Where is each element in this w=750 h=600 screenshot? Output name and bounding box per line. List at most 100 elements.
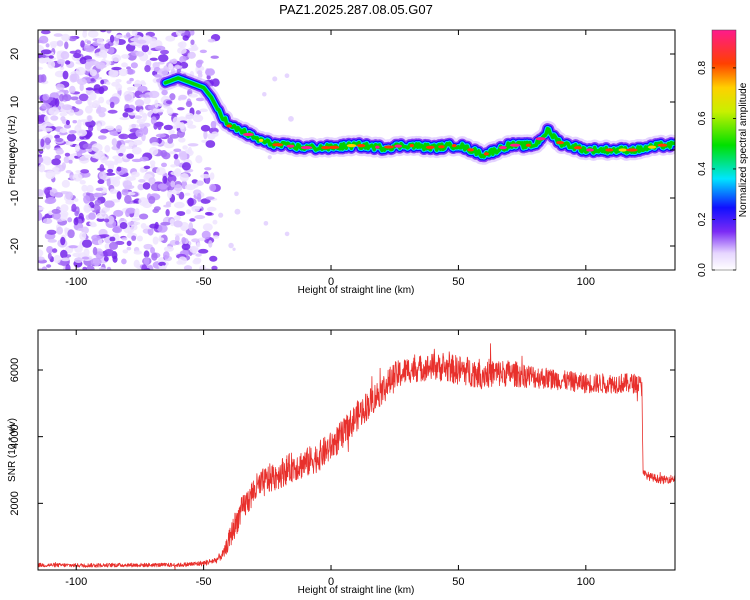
noise-blob xyxy=(104,43,111,49)
noise-blob xyxy=(129,77,134,82)
noise-blob xyxy=(60,116,66,122)
noise-blob xyxy=(38,66,44,70)
noise-blob xyxy=(177,30,186,34)
noise-blob xyxy=(163,246,174,252)
noise-blob xyxy=(121,258,127,265)
noise-blob xyxy=(46,196,57,204)
noise-blob xyxy=(209,183,217,192)
noise-blob xyxy=(64,227,69,233)
ridge-peak xyxy=(438,145,445,149)
noise-blob xyxy=(109,241,119,250)
noise-blob xyxy=(63,94,72,102)
noise-blob xyxy=(85,87,94,91)
noise-blob xyxy=(126,153,135,159)
noise-blob xyxy=(98,96,105,104)
noise-blob xyxy=(41,266,48,270)
noise-blob xyxy=(144,64,151,73)
noise-blob xyxy=(82,30,88,38)
noise-blob xyxy=(171,190,181,195)
noise-blob xyxy=(187,197,194,207)
noise-blob xyxy=(78,155,90,164)
ridge-peak xyxy=(258,138,264,143)
noise-blob xyxy=(267,155,272,160)
spectrogram-xlabel: Height of straight line (km) xyxy=(298,285,415,296)
noise-blob xyxy=(40,30,51,35)
snr-ytick-label: 2000 xyxy=(9,491,21,515)
snr-xtick-label: -100 xyxy=(65,576,87,588)
noise-blob xyxy=(61,211,69,217)
noise-blob xyxy=(179,173,189,182)
noise-blob xyxy=(116,166,122,172)
noise-blob xyxy=(165,201,172,206)
noise-blob xyxy=(60,249,68,259)
noise-blob xyxy=(38,249,44,257)
noise-blob xyxy=(174,235,180,243)
colorbar-frame xyxy=(711,29,737,271)
noise-blob xyxy=(100,30,107,33)
noise-blob xyxy=(155,167,166,176)
snr-series-line xyxy=(38,343,675,570)
noise-blob xyxy=(211,265,218,270)
noise-blob xyxy=(192,114,204,123)
noise-blob xyxy=(126,246,132,251)
noise-blob xyxy=(167,137,174,144)
noise-blob xyxy=(189,218,196,222)
noise-blob xyxy=(87,97,92,106)
ridge-peak xyxy=(272,143,284,147)
noise-blob xyxy=(107,47,115,55)
noise-blob xyxy=(185,119,194,126)
noise-blob xyxy=(205,176,211,185)
noise-blob xyxy=(209,172,215,180)
noise-blob xyxy=(128,141,134,147)
noise-blob xyxy=(63,156,70,164)
noise-blob xyxy=(119,144,127,153)
noise-blob xyxy=(178,94,188,100)
noise-blob xyxy=(197,248,209,254)
noise-blob xyxy=(87,30,99,38)
ridge-peak xyxy=(618,148,628,152)
noise-blob xyxy=(77,228,84,232)
noise-blob xyxy=(79,83,84,92)
noise-blob xyxy=(124,107,134,113)
noise-blob xyxy=(112,255,118,263)
noise-blob xyxy=(132,146,142,155)
noise-blob xyxy=(135,51,145,57)
noise-blob xyxy=(185,209,192,215)
noise-blob xyxy=(131,30,138,37)
ridge-peak xyxy=(425,145,435,149)
noise-blob xyxy=(90,257,102,267)
noise-blob xyxy=(206,74,211,80)
noise-blob xyxy=(60,257,70,262)
snr-axes: -100 -50 0 50 100 2000 4000 6000 xyxy=(9,330,675,588)
noise-blob xyxy=(168,129,175,135)
noise-blob xyxy=(42,93,50,101)
noise-blob xyxy=(177,47,187,55)
noise-blob xyxy=(40,138,45,148)
noise-blob xyxy=(200,267,211,270)
noise-blob xyxy=(38,39,44,44)
noise-blob xyxy=(160,149,168,158)
noise-blob xyxy=(46,229,57,235)
noise-blob xyxy=(140,80,146,85)
noise-blob xyxy=(149,57,158,61)
noise-blob xyxy=(143,165,151,170)
noise-blob xyxy=(78,93,89,102)
noise-blob xyxy=(195,110,201,115)
noise-blob xyxy=(69,130,77,134)
noise-blob xyxy=(96,38,104,44)
noise-blob xyxy=(82,266,87,270)
noise-blob xyxy=(72,252,81,258)
noise-blob xyxy=(148,196,156,204)
noise-blob xyxy=(41,103,51,110)
noise-blob xyxy=(168,63,174,70)
noise-blob xyxy=(113,209,124,217)
noise-blob xyxy=(128,112,137,116)
noise-blob xyxy=(67,142,74,146)
noise-blob xyxy=(195,253,202,257)
noise-blob xyxy=(91,143,103,153)
noise-blob xyxy=(50,115,59,121)
noise-blob xyxy=(92,246,98,256)
noise-blob xyxy=(153,206,161,211)
noise-blob xyxy=(174,240,180,245)
